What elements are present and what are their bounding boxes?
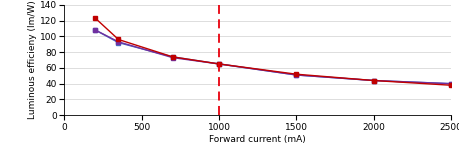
20% bbox=[116, 41, 121, 43]
20% bbox=[216, 63, 221, 65]
20% bbox=[370, 80, 375, 81]
50% bbox=[169, 56, 175, 58]
5% bbox=[447, 83, 453, 85]
50% bbox=[370, 80, 375, 81]
Line: 50%: 50% bbox=[93, 16, 452, 88]
50% bbox=[116, 39, 121, 40]
5% bbox=[116, 42, 121, 44]
20% bbox=[293, 74, 298, 76]
5% bbox=[293, 74, 298, 76]
50% bbox=[293, 73, 298, 75]
50% bbox=[92, 17, 98, 19]
5% bbox=[216, 63, 221, 65]
Line: 5%: 5% bbox=[93, 28, 452, 86]
5% bbox=[92, 29, 98, 31]
50% bbox=[447, 84, 453, 86]
20% bbox=[92, 29, 98, 31]
Y-axis label: Luminous efficieny (lm/W): Luminous efficieny (lm/W) bbox=[28, 1, 37, 119]
20% bbox=[447, 83, 453, 85]
X-axis label: Forward current (mA): Forward current (mA) bbox=[209, 135, 305, 144]
20% bbox=[169, 57, 175, 59]
5% bbox=[370, 80, 375, 81]
5% bbox=[169, 56, 175, 58]
50% bbox=[216, 63, 221, 65]
Line: 20%: 20% bbox=[93, 28, 452, 86]
